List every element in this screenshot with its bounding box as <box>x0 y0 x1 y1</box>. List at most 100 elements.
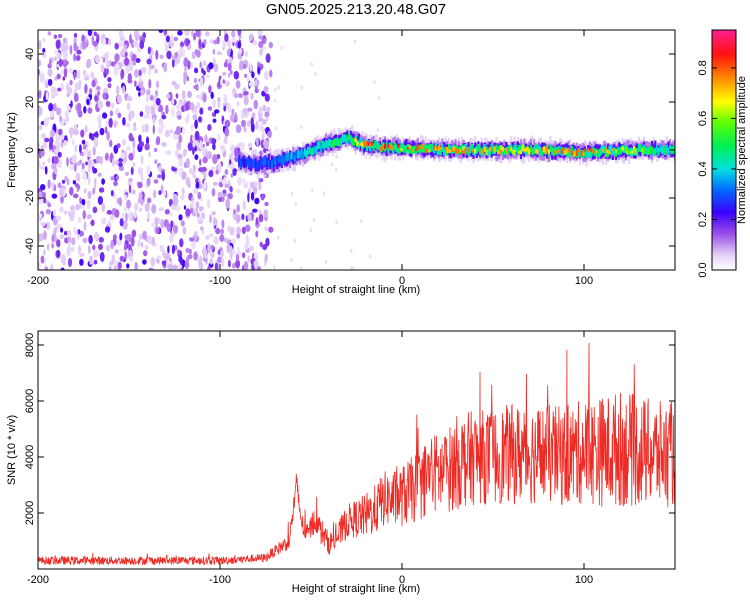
signal-cell <box>601 149 604 152</box>
noise-blob <box>113 260 119 266</box>
signal-cell <box>359 143 362 146</box>
noise-blob <box>60 206 64 214</box>
noise-blob <box>221 178 226 186</box>
noise-blob <box>57 182 62 189</box>
noise-blob <box>129 255 134 263</box>
noise-blob <box>158 30 163 34</box>
noise-blob <box>251 71 255 79</box>
noise-blob <box>184 260 190 270</box>
spectrogram-xtick-label: 100 <box>575 275 593 287</box>
signal-cell <box>529 144 532 153</box>
noise-blob <box>183 57 189 67</box>
noise-blob <box>162 190 167 197</box>
noise-blob <box>110 176 115 181</box>
noise-blob <box>249 245 254 252</box>
noise-blob <box>158 164 162 173</box>
noise-blob <box>207 199 211 209</box>
noise-blob <box>106 59 110 70</box>
noise-blob <box>237 41 242 49</box>
noise-blob <box>224 169 229 175</box>
noise-blob <box>161 115 167 120</box>
noise-blob <box>193 251 198 261</box>
signal-cell <box>438 147 441 155</box>
signal-cell <box>557 149 560 153</box>
noise-blob <box>115 85 120 96</box>
colorbar-ticks: 0.0 0.2 0.4 0.6 0.8 <box>697 60 736 278</box>
noise-blob <box>167 264 173 270</box>
signal-cell <box>457 149 460 153</box>
signal-cell <box>623 145 626 153</box>
noise-blob <box>213 236 219 245</box>
noise-blob <box>230 238 236 244</box>
signal-cell <box>621 146 624 151</box>
signal-cell <box>303 148 306 157</box>
colorbar-tick-label: 0.0 <box>697 262 709 277</box>
noise-blob <box>247 192 250 203</box>
noise-blob <box>244 242 249 250</box>
signal-cell <box>637 143 641 152</box>
signal-cell <box>554 149 557 154</box>
noise-blob <box>265 116 269 122</box>
noise-blob <box>112 234 117 240</box>
noise-blob <box>114 63 120 70</box>
signal-cell <box>387 145 390 153</box>
noise-blob <box>171 244 175 255</box>
noise-blob <box>56 215 62 221</box>
signal-cell <box>608 151 611 155</box>
noise-blob <box>265 237 270 247</box>
noise-blob <box>274 126 278 131</box>
signal-cell <box>280 157 283 166</box>
noise-blob <box>257 66 261 75</box>
noise-blob <box>118 30 123 39</box>
noise-blob <box>235 80 241 89</box>
signal-cell <box>262 158 265 166</box>
noise-blob <box>93 248 98 259</box>
snr-panel: -200 -100 0 100 2000 4000 6000 8000 Height of s… <box>6 330 676 595</box>
noise-blob <box>145 136 150 146</box>
signal-cell <box>577 147 580 152</box>
noise-blob <box>118 162 123 168</box>
noise-blob <box>106 131 110 141</box>
signal-cell <box>533 146 536 155</box>
noise-blob <box>138 75 142 83</box>
noise-blob <box>199 107 204 115</box>
signal-cell <box>356 141 359 146</box>
noise-blob <box>241 109 244 120</box>
noise-blob <box>66 104 70 111</box>
signal-cell <box>508 145 511 153</box>
noise-blob <box>211 112 215 117</box>
noise-blob <box>235 259 241 269</box>
noise-blob <box>94 95 98 101</box>
noise-blob <box>152 116 156 125</box>
signal-cell <box>541 148 544 157</box>
noise-blob <box>73 226 77 233</box>
noise-blob <box>75 203 80 211</box>
noise-blob <box>134 202 139 211</box>
noise-blob <box>154 159 158 165</box>
signal-cell <box>449 149 452 153</box>
noise-blob <box>93 132 99 137</box>
signal-cell <box>562 148 565 156</box>
signal-cell <box>655 144 659 153</box>
noise-blob <box>45 91 49 101</box>
signal-cell <box>642 148 645 155</box>
noise-blob <box>233 70 240 80</box>
noise-blob <box>70 205 76 212</box>
noise-blob <box>258 40 264 49</box>
signal-cell <box>485 149 488 156</box>
noise-blob <box>263 139 270 150</box>
signal-cell <box>357 133 360 148</box>
noise-blob <box>260 194 265 201</box>
signal-cell <box>477 144 480 152</box>
noise-blob <box>71 157 77 163</box>
signal-cell <box>488 146 491 152</box>
noise-blob <box>229 250 233 260</box>
signal-cell <box>315 146 318 154</box>
spectrogram-xtick-label: 0 <box>399 275 405 287</box>
noise-blob <box>106 244 110 252</box>
noise-blob <box>68 127 75 136</box>
noise-blob <box>40 255 45 264</box>
noise-blob <box>73 162 77 172</box>
noise-blob <box>179 171 183 177</box>
